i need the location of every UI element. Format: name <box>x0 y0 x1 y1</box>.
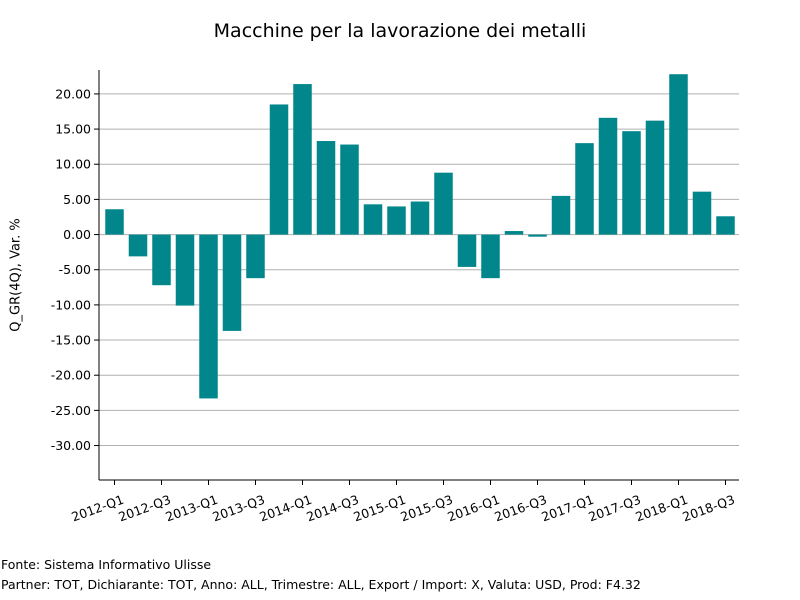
y-tick-label: -15.00 <box>51 333 91 348</box>
bars <box>105 74 735 399</box>
bar-2015-Q1 <box>387 206 406 235</box>
y-tick-label: 15.00 <box>55 122 91 137</box>
bar-2014-Q4 <box>363 204 383 235</box>
bar-2018-Q3 <box>716 216 735 235</box>
axes <box>94 70 739 485</box>
y-tick-label: 0.00 <box>63 227 91 242</box>
bar-2017-Q4 <box>645 120 665 235</box>
bar-2014-Q1 <box>293 84 312 235</box>
bar-2016-Q1 <box>481 234 500 279</box>
x-tick-label: 2018-Q3 <box>680 492 736 525</box>
x-tick-label: 2013-Q1 <box>163 492 219 525</box>
footer-source: Fonte: Sistema Informativo Ulisse <box>1 557 212 572</box>
bar-2012-Q1 <box>105 209 124 235</box>
bar-2017-Q1 <box>575 143 594 235</box>
bar-2015-Q3 <box>434 172 453 235</box>
bar-2012-Q2 <box>128 234 148 257</box>
bar-2013-Q3 <box>246 234 265 279</box>
x-tick-label: 2012-Q3 <box>116 492 172 525</box>
bar-2014-Q2 <box>316 141 336 235</box>
x-tick-label: 2013-Q3 <box>210 492 266 525</box>
bar-2016-Q2 <box>504 231 524 235</box>
chart-title: Macchine per la lavorazione dei metalli <box>213 20 587 42</box>
bar-2016-Q4 <box>551 195 571 235</box>
footer-filters: Partner: TOT, Dichiarante: TOT, Anno: AL… <box>1 577 641 592</box>
y-tick-label: -20.00 <box>51 368 91 383</box>
x-tick-labels: 2012-Q12012-Q32013-Q12013-Q32014-Q12014-… <box>69 492 736 525</box>
y-tick-label: -10.00 <box>51 297 91 312</box>
x-tick-label: 2015-Q1 <box>351 492 407 525</box>
bar-2017-Q3 <box>622 131 641 235</box>
x-tick-label: 2016-Q1 <box>445 492 501 525</box>
x-tick-label: 2016-Q3 <box>492 492 548 525</box>
y-tick-label: 10.00 <box>55 157 91 172</box>
bar-2015-Q2 <box>410 201 430 235</box>
bar-2015-Q4 <box>457 234 477 267</box>
x-tick-label: 2012-Q1 <box>69 492 125 525</box>
y-tick-label: 20.00 <box>55 86 91 101</box>
bar-2013-Q2 <box>222 234 242 331</box>
x-tick-label: 2014-Q1 <box>257 492 313 525</box>
x-tick-label: 2017-Q3 <box>586 492 642 525</box>
x-tick-label: 2018-Q1 <box>633 492 689 525</box>
y-tick-label: -30.00 <box>51 438 91 453</box>
bar-2017-Q2 <box>598 117 618 235</box>
x-tick-label: 2015-Q3 <box>398 492 454 525</box>
y-tick-label: -25.00 <box>51 403 91 418</box>
x-tick-label: 2017-Q1 <box>539 492 595 525</box>
bar-2013-Q1 <box>199 234 218 399</box>
y-tick-labels: 20.00 15.00 10.00 5.00 0.00 -5.00 -10.00 -15.00… <box>51 86 91 453</box>
bar-2013-Q4 <box>269 104 289 235</box>
bar-2018-Q1 <box>669 74 688 235</box>
x-tick-label: 2014-Q3 <box>304 492 360 525</box>
y-tick-label: -5.00 <box>59 262 91 277</box>
bar-2016-Q3 <box>528 234 547 237</box>
grid-lines <box>99 93 739 447</box>
y-tick-label: 5.00 <box>63 192 91 207</box>
bar-2012-Q3 <box>152 234 171 286</box>
bar-2018-Q2 <box>692 191 712 235</box>
bar-2014-Q3 <box>340 144 359 235</box>
bar-2012-Q4 <box>175 234 195 306</box>
